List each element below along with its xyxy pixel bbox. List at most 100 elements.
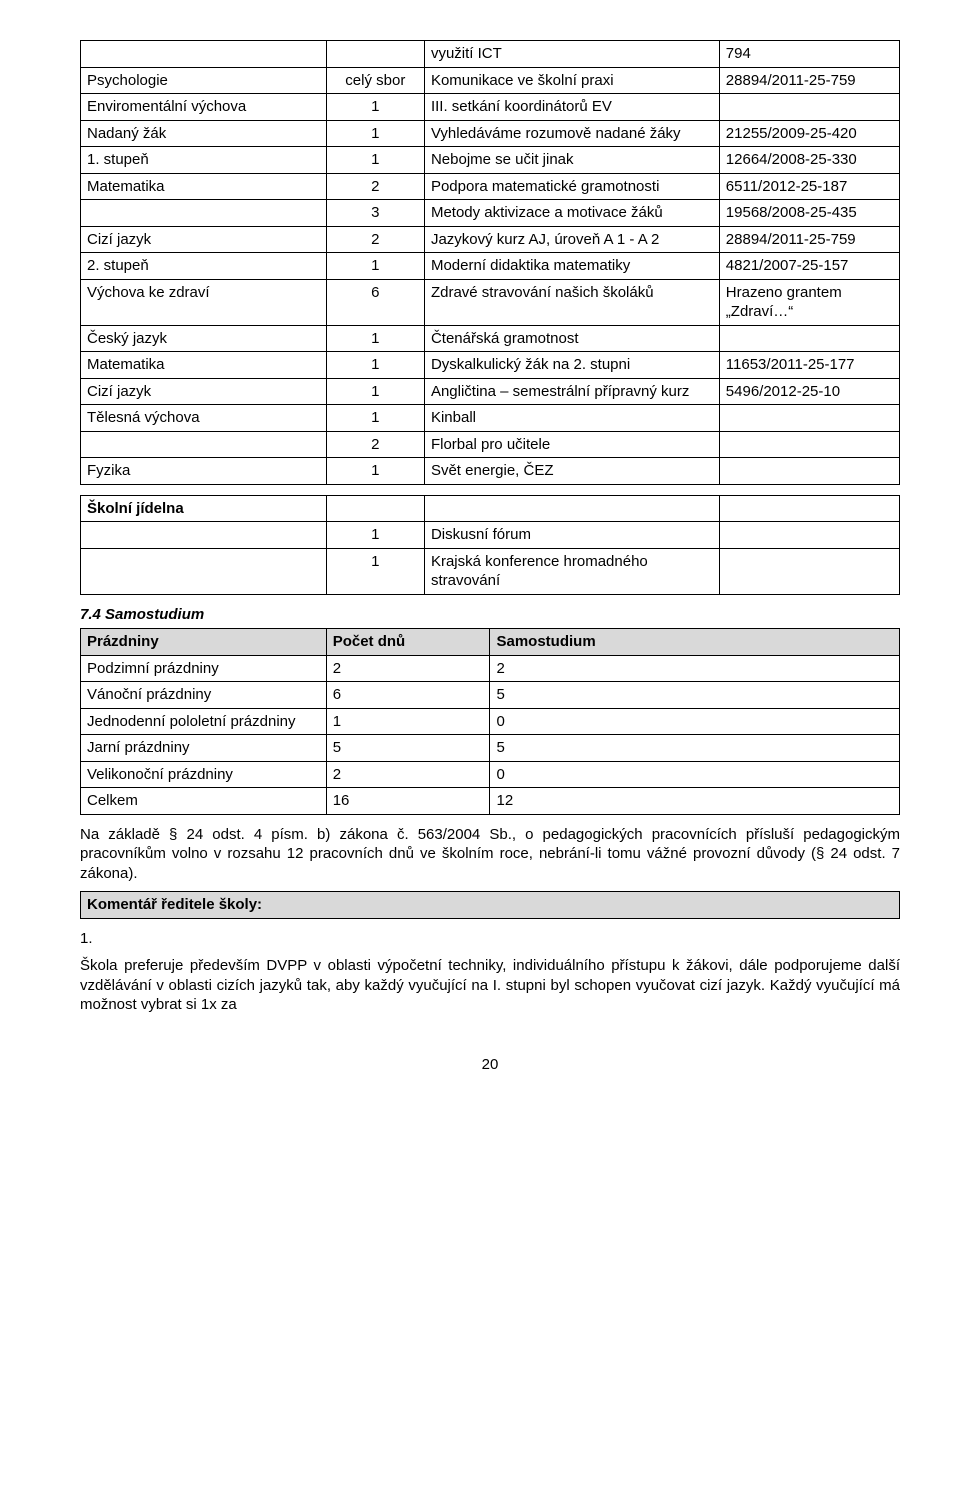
count-cell: 1 [326, 405, 424, 432]
count-cell: 2 [326, 226, 424, 253]
count-cell [326, 41, 424, 68]
header-cell: Počet dnů [326, 629, 490, 656]
code-cell: 794 [719, 41, 899, 68]
holiday-name-cell: Jarní prázdniny [81, 735, 327, 762]
days-cell: 2 [326, 655, 490, 682]
selfstudy-cell: 5 [490, 682, 900, 709]
count-cell: 1 [326, 147, 424, 174]
empty-cell [81, 548, 327, 594]
page-number: 20 [80, 1055, 900, 1075]
table-row: 2. stupeň1Moderní didaktika matematiky48… [81, 253, 900, 280]
description-cell: Florbal pro učitele [424, 431, 719, 458]
subject-cell [81, 431, 327, 458]
table-row: Školní jídelna [81, 495, 900, 522]
table-row: 3Metody aktivizace a motivace žáků19568/… [81, 200, 900, 227]
subject-cell [81, 200, 327, 227]
subject-cell: Český jazyk [81, 325, 327, 352]
table-row: Vánoční prázdniny65 [81, 682, 900, 709]
code-cell [719, 458, 899, 485]
comment-header-table: Komentář ředitele školy: [80, 891, 900, 919]
training-table: využití ICT794Psychologiecelý sborKomuni… [80, 40, 900, 485]
subject-cell: Cizí jazyk [81, 226, 327, 253]
code-cell: 4821/2007-25-157 [719, 253, 899, 280]
empty-cell [81, 522, 327, 549]
count-cell: 2 [326, 173, 424, 200]
description-cell: Jazykový kurz AJ, úroveň A 1 - A 2 [424, 226, 719, 253]
days-cell: 2 [326, 761, 490, 788]
empty-cell [719, 495, 899, 522]
code-cell: 12664/2008-25-330 [719, 147, 899, 174]
subject-cell: Enviromentální výchova [81, 94, 327, 121]
table-row: Cizí jazyk1Angličtina – semestrální příp… [81, 378, 900, 405]
subject-cell: Psychologie [81, 67, 327, 94]
description-cell: Podpora matematické gramotnosti [424, 173, 719, 200]
table-row: Jednodenní pololetní prázdniny10 [81, 708, 900, 735]
table-row: Nadaný žák1Vyhledáváme rozumově nadané ž… [81, 120, 900, 147]
code-cell: 28894/2011-25-759 [719, 226, 899, 253]
count-cell: 1 [326, 548, 424, 594]
table-row: 1Krajská konference hromadného stravován… [81, 548, 900, 594]
comment-header-cell: Komentář ředitele školy: [81, 892, 900, 919]
holidays-table: PrázdninyPočet dnůSamostudiumPodzimní pr… [80, 628, 900, 815]
canteen-header-cell: Školní jídelna [81, 495, 327, 522]
code-cell: 21255/2009-25-420 [719, 120, 899, 147]
description-cell: Krajská konference hromadného stravování [424, 548, 719, 594]
selfstudy-cell: 5 [490, 735, 900, 762]
selfstudy-cell: 12 [490, 788, 900, 815]
description-cell: Angličtina – semestrální přípravný kurz [424, 378, 719, 405]
description-cell: Zdravé stravování našich školáků [424, 279, 719, 325]
count-cell: 3 [326, 200, 424, 227]
table-row: Psychologiecelý sborKomunikace ve školní… [81, 67, 900, 94]
count-cell: 1 [326, 325, 424, 352]
count-cell: 1 [326, 94, 424, 121]
table-row: Výchova ke zdraví6Zdravé stravování naši… [81, 279, 900, 325]
table-row: Celkem1612 [81, 788, 900, 815]
table-row: 1Diskusní fórum [81, 522, 900, 549]
count-cell: 1 [326, 253, 424, 280]
subject-cell: Matematika [81, 352, 327, 379]
table-row: Enviromentální výchova1III. setkání koor… [81, 94, 900, 121]
count-cell: 6 [326, 279, 424, 325]
selfstudy-cell: 0 [490, 708, 900, 735]
code-cell: 6511/2012-25-187 [719, 173, 899, 200]
table-row: Matematika1Dyskalkulický žák na 2. stupn… [81, 352, 900, 379]
holiday-name-cell: Vánoční prázdniny [81, 682, 327, 709]
subject-cell: Cizí jazyk [81, 378, 327, 405]
description-cell: Komunikace ve školní praxi [424, 67, 719, 94]
table-row: 1. stupeň1Nebojme se učit jinak12664/200… [81, 147, 900, 174]
description-cell: Kinball [424, 405, 719, 432]
selfstudy-cell: 2 [490, 655, 900, 682]
description-cell: Nebojme se učit jinak [424, 147, 719, 174]
count-cell: 1 [326, 522, 424, 549]
description-cell: Čtenářská gramotnost [424, 325, 719, 352]
count-cell: 1 [326, 352, 424, 379]
holiday-name-cell: Celkem [81, 788, 327, 815]
header-cell: Prázdniny [81, 629, 327, 656]
table-row: Cizí jazyk2Jazykový kurz AJ, úroveň A 1 … [81, 226, 900, 253]
subject-cell: Fyzika [81, 458, 327, 485]
table-row: Podzimní prázdniny22 [81, 655, 900, 682]
comment-number: 1. [80, 929, 900, 949]
code-cell [719, 94, 899, 121]
holiday-name-cell: Jednodenní pololetní prázdniny [81, 708, 327, 735]
code-cell: 28894/2011-25-759 [719, 67, 899, 94]
table-row: Jarní prázdniny55 [81, 735, 900, 762]
description-cell: Vyhledáváme rozumově nadané žáky [424, 120, 719, 147]
description-cell: Moderní didaktika matematiky [424, 253, 719, 280]
description-cell: využití ICT [424, 41, 719, 68]
empty-cell [424, 495, 719, 522]
description-cell: Svět energie, ČEZ [424, 458, 719, 485]
code-cell: 5496/2012-25-10 [719, 378, 899, 405]
days-cell: 5 [326, 735, 490, 762]
days-cell: 6 [326, 682, 490, 709]
code-cell: 19568/2008-25-435 [719, 200, 899, 227]
subject-cell: Výchova ke zdraví [81, 279, 327, 325]
subject-cell: Matematika [81, 173, 327, 200]
table-header-row: PrázdninyPočet dnůSamostudium [81, 629, 900, 656]
empty-cell [719, 522, 899, 549]
code-cell [719, 431, 899, 458]
empty-cell [719, 548, 899, 594]
table-row: Matematika2Podpora matematické gramotnos… [81, 173, 900, 200]
days-cell: 1 [326, 708, 490, 735]
subject-cell: Nadaný žák [81, 120, 327, 147]
